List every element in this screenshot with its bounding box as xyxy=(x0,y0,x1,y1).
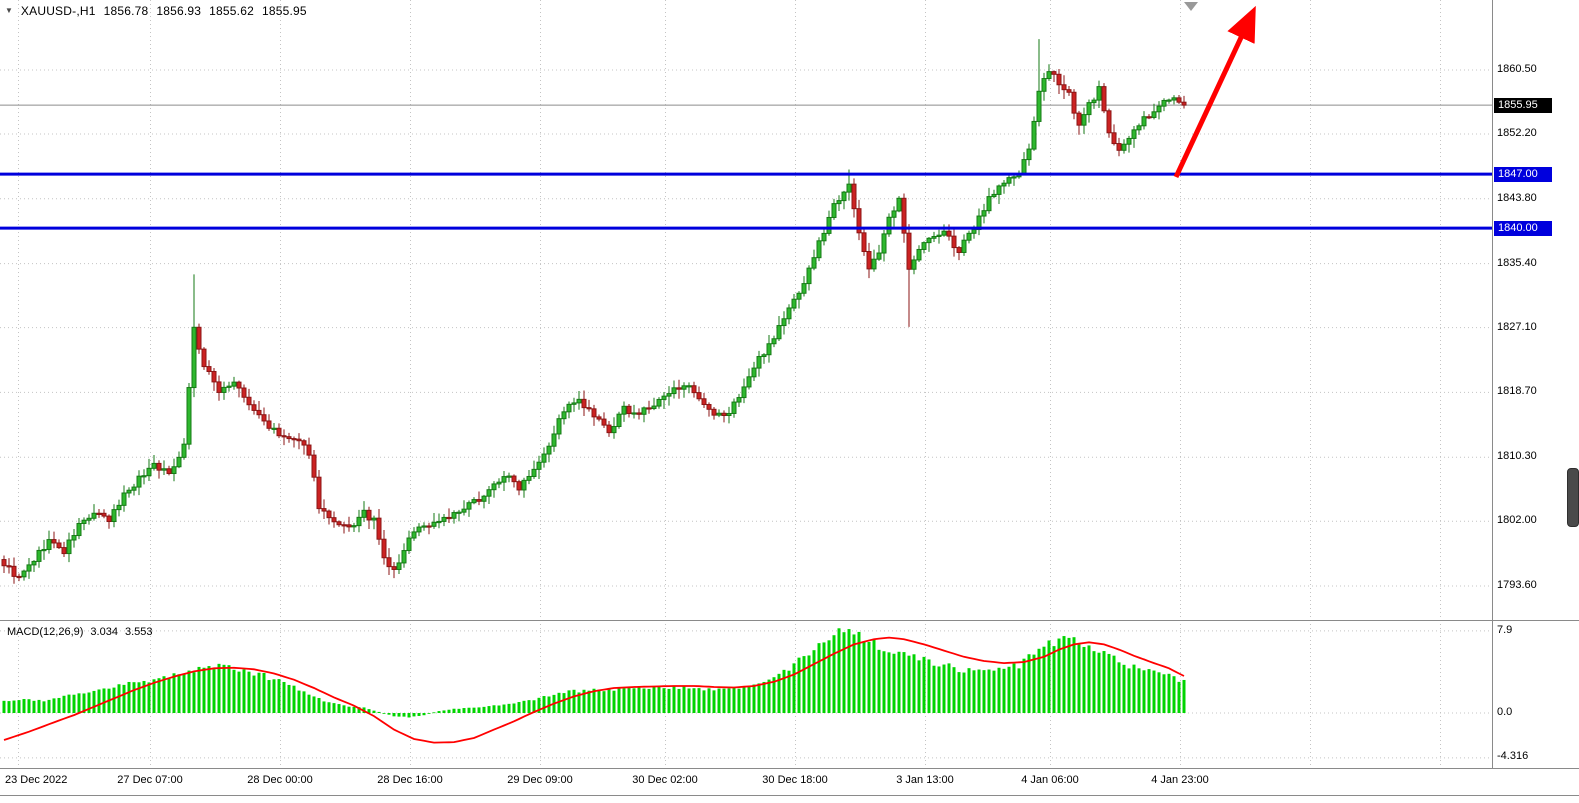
macd-axis-label: 7.9 xyxy=(1497,623,1513,636)
vertical-scrollbar-thumb[interactable] xyxy=(1567,468,1579,527)
price-axis[interactable]: 1860.50 1852.20 1843.80 1835.40 1827.10 1818.… xyxy=(1493,0,1579,770)
current-price-badge: 1855.95 xyxy=(1494,97,1552,113)
price-axis-label: 1852.20 xyxy=(1497,127,1537,140)
price-axis-label: 1843.80 xyxy=(1497,191,1537,204)
time-axis-label: 29 Dec 09:00 xyxy=(507,774,573,786)
time-axis-label: 28 Dec 00:00 xyxy=(247,774,313,786)
time-axis-label: 28 Dec 16:00 xyxy=(377,774,443,786)
macd-axis-label: -4.316 xyxy=(1497,750,1529,762)
level-price-badge: 1847.00 xyxy=(1494,166,1552,182)
time-axis-label: 30 Dec 18:00 xyxy=(762,774,828,786)
candlestick-series xyxy=(1,39,1187,584)
down-triangle-marker-icon[interactable] xyxy=(1184,2,1198,11)
time-axis-label: 30 Dec 02:00 xyxy=(632,774,698,786)
macd-indicator-label: MACD(12,26,9) 3.034 3.553 xyxy=(7,626,152,638)
time-axis-label: 3 Jan 13:00 xyxy=(896,774,954,786)
up-trend-arrow[interactable] xyxy=(1173,5,1256,179)
price-axis-label: 1835.40 xyxy=(1497,256,1537,269)
price-axis-label: 1827.10 xyxy=(1497,320,1537,333)
symbol-dropdown-icon[interactable]: ▼ xyxy=(5,5,13,15)
time-axis-label: 27 Dec 07:00 xyxy=(117,774,183,786)
time-axis-label: 23 Dec 2022 xyxy=(5,774,68,786)
macd-series xyxy=(2,628,1186,744)
macd-axis-label: 0.0 xyxy=(1497,706,1513,718)
quote-high: 1856.93 xyxy=(156,4,202,18)
symbol-header: ▼ XAUUSD-,H1 1856.78 1856.93 1855.62 185… xyxy=(5,4,307,18)
macd-name: MACD(12,26,9) xyxy=(7,626,84,638)
quote-low: 1855.62 xyxy=(209,4,254,18)
time-axis-label: 4 Jan 23:00 xyxy=(1151,774,1209,786)
quote-close: 1855.95 xyxy=(261,4,307,18)
time-axis[interactable]: 23 Dec 2022 27 Dec 07:00 28 Dec 00:00 28 De… xyxy=(0,771,1579,795)
macd-value-main: 3.034 xyxy=(90,626,118,638)
macd-value-signal: 3.553 xyxy=(124,626,153,638)
price-axis-label: 1860.50 xyxy=(1497,63,1537,75)
price-axis-label: 1810.30 xyxy=(1497,450,1537,463)
level-price-badge: 1840.00 xyxy=(1494,220,1552,236)
grid-lines xyxy=(0,0,1492,768)
price-axis-label: 1793.60 xyxy=(1497,578,1537,591)
price-axis-label: 1802.00 xyxy=(1497,514,1537,527)
quote-open: 1856.78 xyxy=(103,4,149,18)
time-axis-label: 4 Jan 06:00 xyxy=(1021,774,1079,786)
macd-signal-line xyxy=(3,636,1185,744)
price-axis-label: 1818.70 xyxy=(1497,385,1537,398)
symbol-title: XAUUSD-,H1 xyxy=(20,4,96,18)
